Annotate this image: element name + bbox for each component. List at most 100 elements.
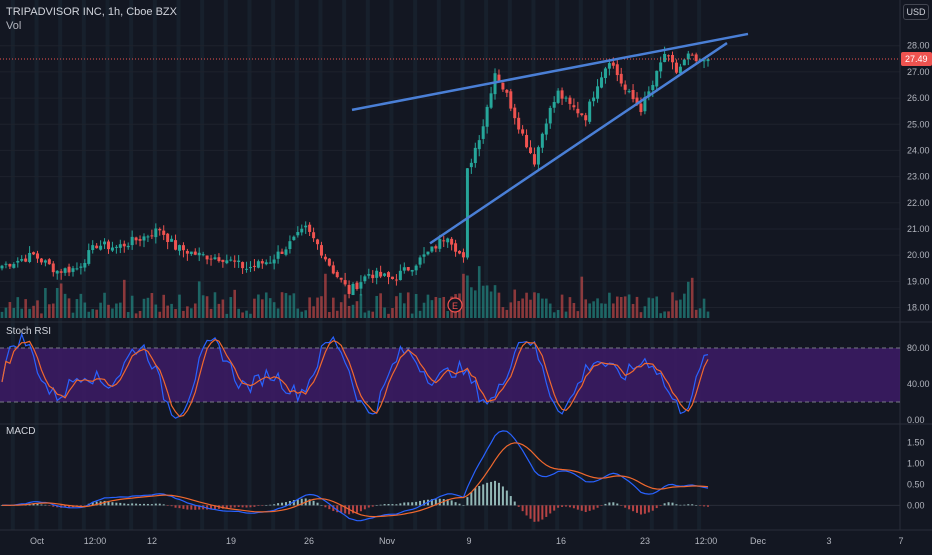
volume-bar (651, 298, 655, 318)
macd-histogram-bar (284, 502, 287, 506)
candle-body (87, 250, 91, 264)
candle-body (458, 250, 462, 254)
volume-bar (406, 292, 410, 318)
volume-bar (193, 303, 197, 318)
macd-histogram-bar (620, 505, 623, 506)
candle-body (394, 279, 398, 281)
candle-body (248, 266, 252, 269)
candle-body (611, 62, 615, 66)
macd-histogram-bar (135, 503, 138, 506)
volume-bar (438, 297, 442, 318)
volume-bar (304, 310, 307, 318)
volume-bar (592, 301, 595, 318)
macd-histogram-bar (628, 505, 631, 510)
candle-body (607, 63, 611, 69)
candle-body (174, 240, 178, 250)
earnings-marker-label: E (452, 301, 458, 311)
price-tick-label: 22.00 (907, 198, 930, 208)
macd-histogram-bar (328, 505, 331, 510)
time-tick-label: Oct (30, 536, 45, 546)
candle-body (489, 93, 493, 108)
candle-body (442, 240, 446, 242)
macd-histogram-bar (332, 505, 335, 511)
volume-bar (182, 310, 185, 318)
candle-body (213, 257, 217, 260)
candles: E (0, 46, 900, 313)
macd-histogram-bar (636, 505, 639, 513)
time-tick-label: 12:00 (84, 536, 107, 546)
macd-histogram-bar (186, 505, 189, 510)
volume-bar (343, 294, 347, 318)
volume-bar (489, 291, 493, 318)
macd-histogram-bar (119, 502, 122, 506)
time-tick-label: 26 (304, 536, 314, 546)
macd-histogram-bar (407, 502, 410, 506)
volume-bar (564, 311, 568, 318)
macd-histogram-bar (462, 505, 465, 506)
candle-body (83, 262, 87, 268)
volume-bar (493, 285, 497, 318)
volume-bar (119, 302, 122, 318)
volume-bar (87, 311, 91, 318)
volume-bar (16, 297, 20, 318)
macd-histogram-bar (596, 505, 599, 508)
macd-histogram-bar (411, 502, 414, 506)
macd-histogram-bar (549, 505, 552, 514)
trendlines[interactable] (351, 32, 749, 245)
candle-body (525, 134, 529, 148)
candle-body (505, 89, 509, 93)
macd-histogram-bar (95, 501, 98, 506)
candle-body (146, 236, 150, 238)
price-tick-label: 23.00 (907, 172, 930, 182)
volume-bar (316, 297, 319, 318)
candle-body (229, 259, 233, 261)
grid-stripe (247, 0, 252, 530)
candle-body (363, 276, 367, 282)
macd-histogram-bar (111, 502, 114, 506)
volume-bar (430, 300, 434, 318)
candle-body (635, 97, 639, 105)
volume-bar (205, 296, 209, 318)
candle-body (655, 70, 659, 87)
candle-body (110, 247, 114, 251)
macd-histogram-bar (257, 505, 260, 506)
volume-bar (324, 273, 327, 318)
volume-bar (410, 313, 414, 318)
candle-body (316, 239, 320, 245)
candle-body (245, 268, 249, 270)
volume-bar (679, 299, 682, 318)
volume-bar (288, 295, 292, 318)
currency-badge[interactable]: USD (903, 4, 929, 20)
macd-histogram-bar (312, 500, 315, 506)
macd-histogram-bar (415, 501, 418, 506)
volume-bar (683, 293, 686, 318)
macd-histogram-bar (48, 505, 51, 506)
candle-body (596, 86, 600, 99)
volume-bar (576, 311, 580, 318)
volume-bar (572, 303, 576, 318)
macd-histogram-bar (639, 505, 642, 515)
macd-histogram-bar (446, 499, 449, 506)
grid-stripe (673, 0, 678, 530)
volume-bar (596, 298, 599, 318)
volume-bar (686, 281, 690, 318)
grid-stripe (58, 0, 63, 530)
grid-stripe (626, 0, 631, 530)
candle-body (43, 260, 47, 263)
stoch-band (0, 348, 900, 402)
grid-stripe (365, 0, 370, 530)
candle-body (205, 255, 209, 260)
macd-histogram-bar (344, 505, 347, 514)
volume-bar (95, 309, 98, 318)
volume-bar (328, 311, 331, 318)
candle-body (454, 243, 458, 252)
macd-histogram-bar (64, 505, 67, 508)
macd-histogram-bar (123, 503, 126, 506)
macd-histogram-bar (233, 505, 236, 508)
candle-body (16, 260, 20, 263)
candle-body (24, 258, 28, 262)
candle-body (79, 266, 83, 268)
candle-body (359, 282, 363, 289)
